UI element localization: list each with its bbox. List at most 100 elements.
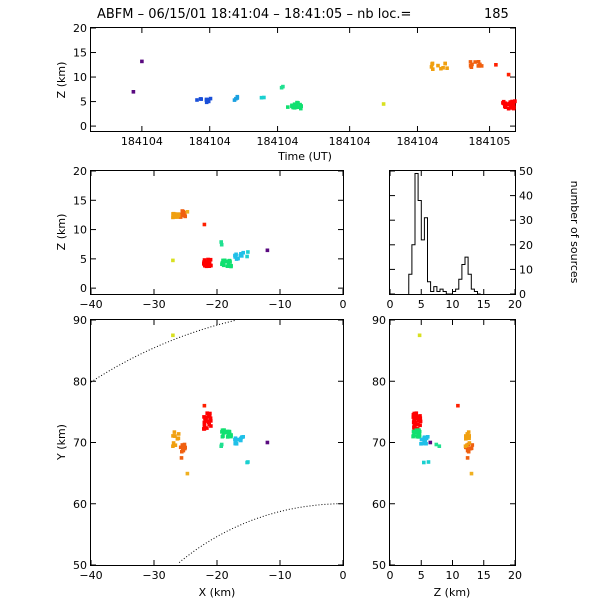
time-height-source — [436, 63, 440, 68]
z-y-source — [464, 437, 468, 441]
plan-view-source — [172, 430, 177, 434]
y-tick-label: 50 — [519, 165, 533, 178]
plan-view-source — [173, 434, 177, 438]
z-y-source — [466, 449, 471, 454]
x-tick-label: 0 — [387, 298, 394, 311]
plan-view-source — [180, 449, 184, 454]
y-tick-label: 20 — [73, 165, 87, 178]
time-height-source — [506, 106, 511, 111]
plan-view-source — [206, 419, 210, 424]
time-height-source — [290, 104, 294, 108]
y-tick-label: 90 — [73, 314, 87, 327]
time-height-source — [439, 66, 443, 71]
z-y-panel — [389, 319, 516, 566]
x-height-source — [219, 240, 223, 244]
time-height-source — [479, 64, 484, 68]
z-y-source — [422, 460, 426, 465]
z-y-source — [422, 435, 427, 439]
z-y-source — [463, 444, 468, 448]
x-tick-label: 20 — [508, 298, 522, 311]
plan-view-source — [176, 432, 181, 436]
time-height-source — [292, 102, 297, 106]
x-tick-label: −20 — [205, 298, 228, 311]
y-tick-label: 90 — [372, 314, 386, 327]
x-tick-label: −20 — [205, 569, 228, 582]
time-height-source — [431, 67, 435, 71]
x-tick-label: −30 — [142, 569, 165, 582]
x-tick-label: 184104 — [189, 135, 231, 148]
z-y-source — [421, 441, 426, 446]
x-height-source — [171, 212, 175, 216]
axis-ticks: 184104 184104 184104 184104 184104 184105 0 5 10… — [73, 22, 533, 582]
time-height-source — [473, 60, 477, 64]
z-y-source — [456, 403, 460, 408]
y-tick-label: 10 — [519, 263, 533, 276]
plan-view-source — [229, 433, 233, 437]
plan-view-source — [202, 423, 207, 428]
plan-view-source — [180, 443, 185, 447]
z-y-source — [419, 437, 424, 442]
z-y-source — [414, 411, 419, 415]
time-height-source — [204, 98, 209, 103]
plan-view-source — [205, 426, 209, 430]
z-y-source — [424, 441, 428, 446]
z-y-source — [467, 434, 471, 438]
x-tick-label: −40 — [79, 569, 102, 582]
time-height-source — [259, 95, 264, 100]
time-height-source — [477, 64, 481, 68]
x-height-source — [222, 259, 226, 263]
z-y-source — [424, 436, 429, 441]
plan-view-panel — [90, 319, 344, 566]
y-tick-label: 0 — [80, 120, 87, 133]
plan-view-source — [182, 442, 187, 447]
time-height-source — [443, 61, 447, 66]
y-tick-label: 30 — [519, 214, 533, 227]
z-y-source — [412, 411, 417, 416]
time-height-source — [294, 104, 298, 109]
plan-view-source — [236, 437, 240, 442]
z-y-source — [470, 443, 475, 447]
x-tick-label: 10 — [446, 298, 460, 311]
time-height-source — [510, 99, 514, 104]
x-height-source — [202, 258, 207, 262]
y-tick-label: 60 — [73, 498, 87, 511]
z-y-source — [418, 419, 423, 424]
time-height-source — [195, 98, 199, 102]
plan-view-source — [209, 424, 213, 428]
z-y-source — [414, 415, 419, 419]
x-tick-label: 15 — [477, 569, 491, 582]
z-y-source — [465, 456, 470, 460]
z-y-source — [434, 442, 439, 447]
plan-view-source — [227, 429, 232, 434]
x-tick-label: 184104 — [329, 135, 371, 148]
plan-view-source — [171, 444, 175, 448]
plan-view-source — [265, 440, 270, 445]
time-height-source — [208, 96, 213, 101]
z-y-source — [437, 444, 442, 448]
z-y-x-label: Z (km) — [434, 586, 471, 599]
time-height-source — [506, 72, 511, 77]
x-height-source — [238, 253, 243, 258]
x-panel-z-label: Z (km) — [55, 214, 68, 251]
time-height-source — [140, 59, 144, 64]
plan-view-source — [171, 434, 175, 438]
time-height-source — [262, 95, 266, 100]
x-tick-label: 184104 — [257, 135, 299, 148]
time-height-source — [235, 94, 240, 99]
y-tick-label: 20 — [519, 239, 533, 252]
time-height-source — [430, 61, 435, 66]
z-y-source — [412, 424, 416, 428]
y-tick-label: 15 — [73, 47, 87, 60]
x-height-source — [245, 254, 249, 259]
y-tick-label: 15 — [73, 194, 87, 207]
y-tick-label: 40 — [519, 190, 533, 203]
time-height-source — [232, 98, 237, 102]
z-y-source — [422, 438, 427, 442]
plan-view-source — [176, 436, 181, 441]
x-tick-label: −10 — [268, 298, 291, 311]
x-tick-label: −40 — [79, 298, 102, 311]
x-height-source — [180, 209, 185, 213]
range-ring — [90, 319, 237, 383]
x-height-source — [202, 261, 206, 266]
z-y-source — [417, 434, 422, 438]
